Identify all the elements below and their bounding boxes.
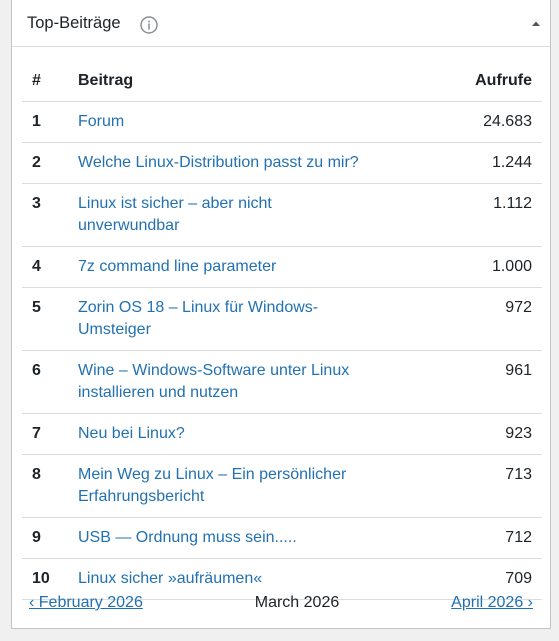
view-count: 972 (465, 287, 542, 351)
view-count: 961 (465, 350, 542, 414)
rank: 3 (22, 183, 68, 247)
post-link[interactable]: 7z command line parameter (78, 258, 277, 275)
post-row: 9 USB — Ordnung muss sein..... 712 (22, 517, 542, 559)
post-row: 10 Linux sicher »aufräumen« 709 (22, 558, 542, 600)
post-row: 1 Forum 24.683 (22, 101, 542, 143)
post-row: 3 Linux ist sicher – aber nicht unverwund… (22, 183, 542, 247)
rank: 4 (22, 246, 68, 288)
post-link[interactable]: Neu bei Linux? (78, 425, 185, 442)
previous-month-link[interactable]: ‹ February 2026 (29, 594, 143, 611)
post-cell: Neu bei Linux? (68, 413, 466, 455)
rank: 9 (22, 517, 68, 559)
post-cell: USB — Ordnung muss sein..... (68, 517, 466, 559)
post-link[interactable]: Wine – Windows-Software unter Linux inst… (78, 362, 350, 401)
view-count: 923 (465, 413, 542, 455)
post-cell: Wine – Windows-Software unter Linux inst… (68, 350, 466, 414)
post-row: 8 Mein Weg zu Linux – Ein persönlicher Er… (22, 454, 542, 518)
post-cell: Linux ist sicher – aber nicht unverwundb… (68, 183, 466, 247)
post-row: 6 Wine – Windows-Software unter Linux ins… (22, 350, 542, 414)
post-link[interactable]: Linux sicher »aufräumen« (78, 570, 263, 587)
next-month-link[interactable]: April 2026 › (451, 594, 533, 611)
view-count: 1.000 (465, 246, 542, 288)
widget-title: Top-Beiträge (27, 14, 121, 32)
post-row: 2 Welche Linux-Distribution passt zu mir?… (22, 142, 542, 184)
rank: 10 (22, 558, 68, 600)
rank: 6 (22, 350, 68, 414)
view-count: 709 (465, 558, 542, 600)
post-row: 4 7z command line parameter 1.000 (22, 246, 542, 288)
widget-header: Top-Beiträge (12, 0, 550, 47)
post-cell: Linux sicher »aufräumen« (68, 558, 466, 600)
post-row: 5 Zorin OS 18 – Linux für Windows-Umsteig… (22, 287, 542, 351)
view-count: 24.683 (465, 101, 542, 143)
post-cell: Mein Weg zu Linux – Ein persönlicher Erf… (68, 454, 466, 518)
post-cell: Welche Linux-Distribution passt zu mir? (68, 142, 466, 184)
info-icon[interactable] (139, 15, 159, 35)
post-link[interactable]: Forum (78, 113, 125, 130)
column-header: Aufrufe (465, 60, 542, 102)
current-month: March 2026 (254, 594, 340, 611)
post-link[interactable]: USB — Ordnung muss sein..... (78, 529, 297, 546)
post-link[interactable]: Mein Weg zu Linux – Ein persönlicher Erf… (78, 466, 347, 505)
rank: 7 (22, 413, 68, 455)
view-count: 713 (465, 454, 542, 518)
post-link[interactable]: Welche Linux-Distribution passt zu mir? (78, 154, 359, 171)
collapse-toggle[interactable] (530, 19, 542, 29)
post-cell: Zorin OS 18 – Linux für Windows-Umsteige… (68, 287, 466, 351)
column-header: # (22, 60, 68, 102)
header-row: # Beitrag Aufrufe (22, 60, 542, 102)
top-posts-table: # Beitrag Aufrufe 1 Forum 24.683 2 Welche Li… (22, 60, 542, 600)
view-count: 1.112 (465, 183, 542, 247)
post-cell: Forum (68, 101, 466, 143)
view-count: 712 (465, 517, 542, 559)
table-body: 1 Forum 24.683 2 Welche Linux-Distribution p… (22, 101, 542, 600)
widget: Top-Beiträge # Beitrag Aufrufe 1 Forum 24.… (11, 0, 551, 629)
rank: 1 (22, 101, 68, 143)
rank: 5 (22, 287, 68, 351)
rank: 2 (22, 142, 68, 184)
rank: 8 (22, 454, 68, 518)
column-header: Beitrag (68, 60, 466, 102)
post-link[interactable]: Linux ist sicher – aber nicht unverwundb… (78, 195, 272, 234)
post-row: 7 Neu bei Linux? 923 (22, 413, 542, 455)
post-cell: 7z command line parameter (68, 246, 466, 288)
view-count: 1.244 (465, 142, 542, 184)
post-link[interactable]: Zorin OS 18 – Linux für Windows-Umsteige… (78, 299, 319, 338)
